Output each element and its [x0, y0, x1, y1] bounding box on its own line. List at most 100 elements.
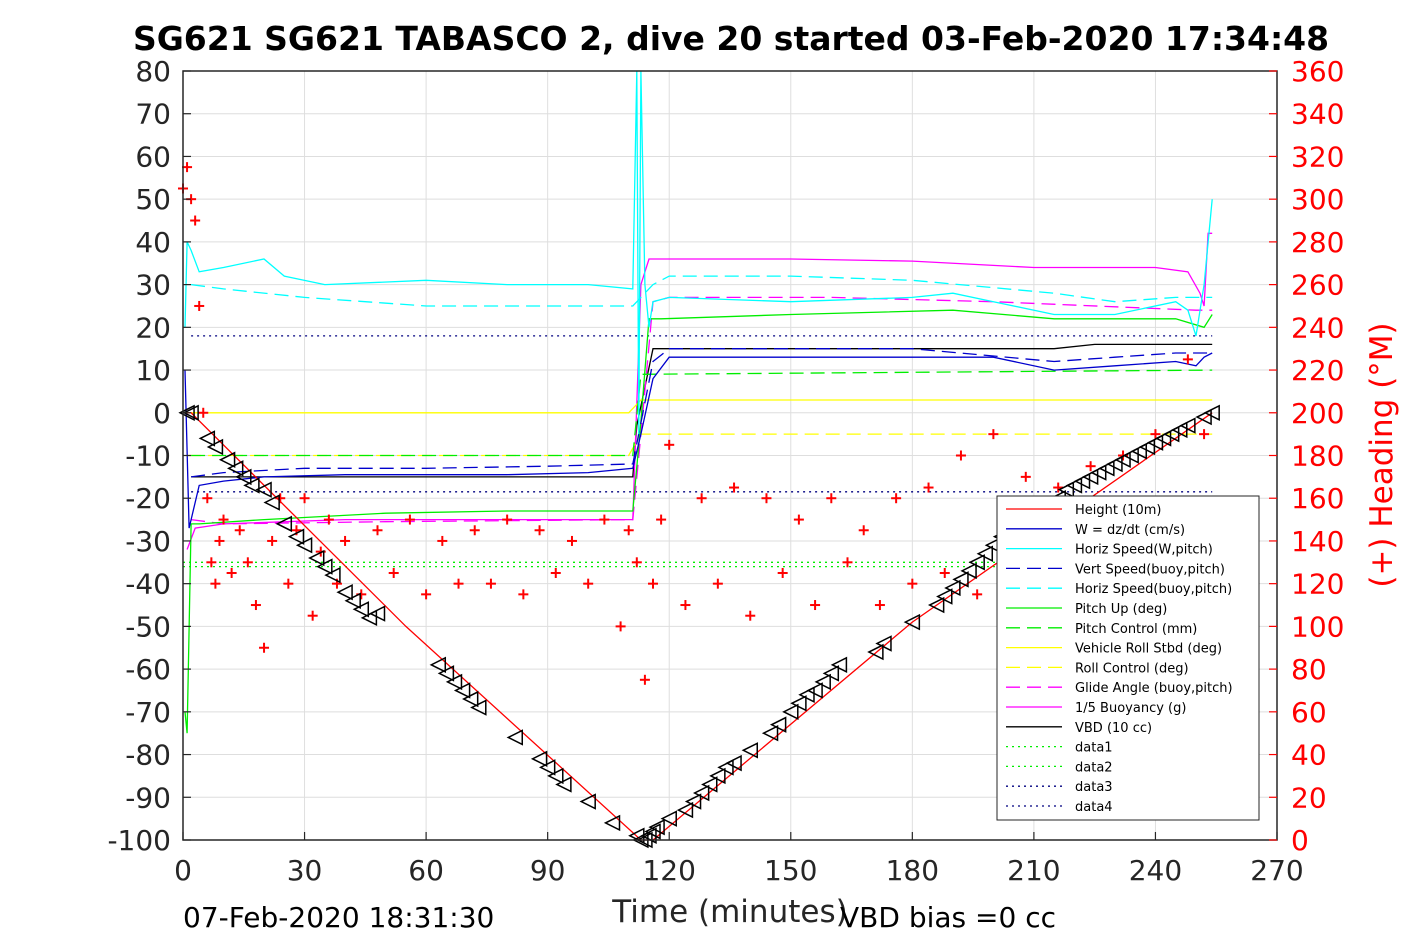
- heading-point: [972, 589, 983, 600]
- dive-marker: [368, 605, 386, 622]
- y-tick-label: 0: [153, 397, 171, 430]
- heading-point: [793, 514, 804, 525]
- dive-marker: [968, 554, 985, 571]
- y2-tick-label: 340: [1291, 98, 1344, 131]
- heading-point: [502, 514, 513, 525]
- y2-tick-label: 180: [1291, 440, 1344, 473]
- heading-point: [206, 557, 217, 568]
- y2-tick-label: 100: [1291, 610, 1344, 643]
- heading-point: [745, 610, 756, 621]
- x-tick-label: 120: [642, 854, 695, 887]
- y-tick-label: -20: [125, 482, 171, 515]
- legend-box: [996, 495, 1260, 821]
- heading-point: [939, 567, 950, 578]
- legend-entry: Horiz Speed(W,pitch): [1075, 543, 1213, 558]
- y-tick-label: -80: [125, 739, 171, 772]
- dive-marker: [462, 690, 479, 708]
- dive-marker: [790, 695, 807, 712]
- heading-point: [1053, 482, 1064, 493]
- series-line-w-dz-dt-cm-s: [184, 352, 1213, 529]
- legend-entry: Vehicle Roll Stbd (deg): [1075, 642, 1222, 657]
- series-line-vert-speed-buoy-pitch: [191, 348, 1213, 478]
- series-line-horiz-speed-w-pitch: [184, 70, 1213, 435]
- y-tick-label: -100: [107, 824, 171, 857]
- heading-point: [777, 567, 788, 578]
- y2-tick-label: 200: [1291, 397, 1344, 430]
- heading-point: [234, 525, 245, 536]
- y2-tick-label: 60: [1291, 696, 1327, 729]
- dive-marker: [725, 754, 742, 772]
- dive-marker: [255, 481, 272, 498]
- legend-entry: Pitch Up (deg): [1075, 602, 1167, 617]
- y2-tick-label: 140: [1291, 525, 1344, 558]
- legend-entry: VBD (10 cc): [1075, 721, 1152, 736]
- dive-marker: [1179, 417, 1196, 434]
- dive-marker: [226, 460, 244, 477]
- dive-marker: [1122, 447, 1139, 464]
- legend-entry: W = dz/dt (cm/s): [1075, 523, 1185, 538]
- heading-point: [599, 514, 610, 525]
- dive-marker: [360, 609, 378, 627]
- heading-point: [923, 482, 934, 493]
- heading-point: [299, 493, 310, 504]
- y-tick-label: 70: [135, 98, 171, 131]
- dive-marker: [867, 643, 884, 661]
- series-line-vehicle-roll-stbd-deg: [187, 399, 1213, 414]
- heading-point: [761, 493, 772, 504]
- dive-marker: [344, 592, 361, 609]
- heading-point: [259, 642, 270, 653]
- dive-marker: [944, 579, 961, 597]
- dive-marker: [1081, 468, 1099, 486]
- dive-marker: [1138, 438, 1156, 456]
- dive-marker: [182, 404, 199, 421]
- heading-point: [421, 589, 432, 600]
- dive-marker: [1114, 451, 1131, 468]
- heading-point: [534, 525, 545, 536]
- dive-marker: [1065, 477, 1083, 494]
- legend: Height (10m) W = dz/dt (cm/s) Horiz Speed(…: [996, 495, 1260, 821]
- heading-point: [275, 493, 286, 504]
- series-line-1-5-buoyancy-g: [186, 232, 1213, 550]
- dive-marker: [875, 635, 892, 652]
- y-tick-label: -40: [125, 568, 171, 601]
- y2-tick-label: 360: [1291, 55, 1344, 88]
- dive-marker: [243, 477, 260, 494]
- heading-point: [664, 439, 675, 450]
- dive-marker: [178, 404, 195, 421]
- dive-marker: [1203, 404, 1220, 421]
- dive-marker: [547, 767, 564, 785]
- heading-point: [1199, 429, 1210, 440]
- y-tick-label: -50: [125, 610, 171, 643]
- heading-point: [1150, 429, 1161, 440]
- y2-tick-label: 120: [1291, 568, 1344, 601]
- legend-entry: data4: [1075, 800, 1113, 815]
- heading-point: [631, 557, 642, 568]
- legend-entry: data2: [1075, 760, 1113, 775]
- heading-point: [518, 589, 529, 600]
- heading-point: [267, 535, 278, 546]
- y2-axis-label: (+) Heading (°M): [1364, 322, 1400, 587]
- heading-point: [712, 578, 723, 589]
- dive-marker: [579, 793, 596, 810]
- dive-marker: [295, 537, 313, 554]
- y2-tick-label: 80: [1291, 653, 1327, 686]
- series-line-pitch-control-mm: [191, 369, 1213, 457]
- heading-point: [307, 610, 318, 621]
- y2-tick-label: 300: [1291, 183, 1344, 216]
- y-axis-ticks: 80 70 60 50 40 30 20 10 0 -10 -20 -30 -40 -50 -60 -70 -8…: [107, 55, 191, 857]
- x-tick-label: 240: [1129, 854, 1182, 887]
- dive-marker: [437, 665, 455, 682]
- dive-marker: [769, 716, 787, 733]
- x-axis-label: Time (minutes): [611, 894, 847, 930]
- dive-marker: [470, 699, 487, 716]
- heading-point: [1182, 354, 1193, 365]
- y2-axis-ticks: 3603403203002802602402202001801601401201…: [1269, 55, 1344, 857]
- heading-point: [566, 535, 577, 546]
- dive-marker: [936, 588, 953, 605]
- dive-marker: [336, 583, 353, 601]
- y-tick-label: 40: [135, 226, 171, 259]
- dive-marker: [806, 682, 823, 699]
- dive-marker: [198, 430, 216, 447]
- y-tick-label: -30: [125, 525, 171, 558]
- dive-marker: [741, 742, 759, 759]
